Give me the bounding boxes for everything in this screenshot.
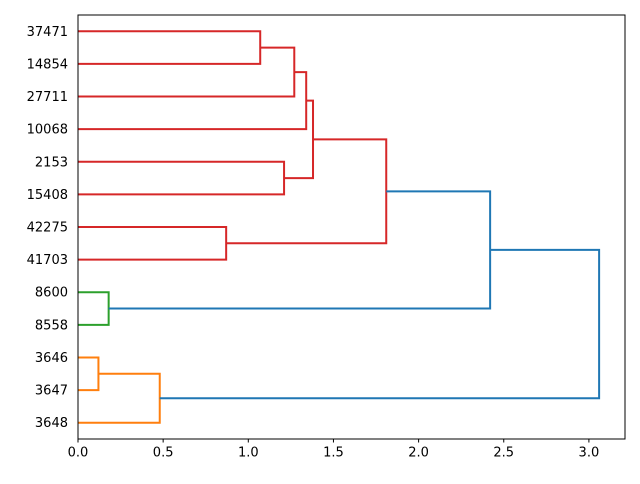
axes-frame — [77, 14, 626, 440]
leaf-label-41703: 41703 — [27, 253, 68, 268]
leaf-label-10068: 10068 — [27, 123, 68, 138]
x-tick-label-2.0: 2.0 — [408, 446, 429, 461]
x-tick-label-0.0: 0.0 — [68, 446, 89, 461]
leaf-label-15408: 15408 — [27, 188, 68, 203]
leaf-label-3647: 3647 — [35, 384, 68, 399]
leaf-label-27711: 27711 — [27, 90, 68, 105]
x-tick-label-0.5: 0.5 — [153, 446, 174, 461]
leaf-label-3646: 3646 — [35, 351, 68, 366]
x-tick-label-1.0: 1.0 — [238, 446, 259, 461]
x-tick-label-2.5: 2.5 — [493, 446, 514, 461]
leaf-label-2153: 2153 — [35, 155, 68, 170]
leaf-label-14854: 14854 — [27, 57, 68, 72]
leaf-label-8558: 8558 — [35, 318, 68, 333]
leaf-label-37471: 37471 — [27, 25, 68, 40]
leaf-label-8600: 8600 — [35, 286, 68, 301]
leaf-label-42275: 42275 — [27, 221, 68, 236]
dendrogram-link-11 — [159, 248, 601, 400]
leaf-label-3648: 3648 — [35, 416, 68, 431]
x-tick-label-1.5: 1.5 — [323, 446, 344, 461]
x-tick-label-3.0: 3.0 — [579, 446, 600, 461]
